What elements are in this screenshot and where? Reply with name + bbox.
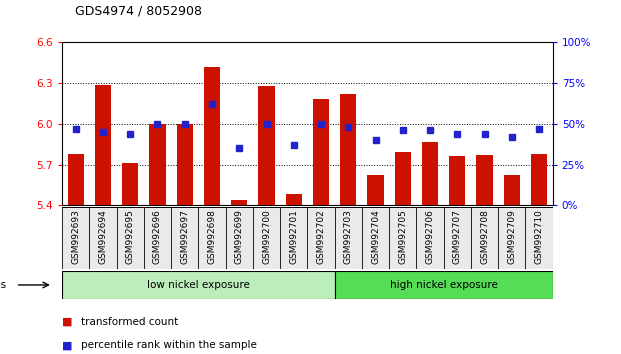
Text: GSM992708: GSM992708 bbox=[480, 209, 489, 264]
Text: GDS4974 / 8052908: GDS4974 / 8052908 bbox=[75, 5, 202, 18]
Bar bbox=[389, 207, 417, 269]
Text: GSM992697: GSM992697 bbox=[180, 209, 189, 264]
Bar bbox=[340, 94, 356, 205]
Bar bbox=[62, 207, 89, 269]
Bar bbox=[531, 154, 547, 205]
Bar bbox=[117, 207, 144, 269]
Bar bbox=[471, 207, 498, 269]
Bar bbox=[198, 207, 225, 269]
Text: GSM992699: GSM992699 bbox=[235, 209, 244, 264]
Bar bbox=[362, 207, 389, 269]
Text: high nickel exposure: high nickel exposure bbox=[390, 280, 497, 290]
Text: GSM992703: GSM992703 bbox=[344, 209, 353, 264]
Text: GSM992695: GSM992695 bbox=[125, 209, 135, 264]
Text: GSM992694: GSM992694 bbox=[99, 209, 107, 264]
Text: GSM992701: GSM992701 bbox=[289, 209, 298, 264]
Bar bbox=[307, 207, 335, 269]
Bar bbox=[449, 156, 466, 205]
Bar bbox=[313, 99, 329, 205]
Bar bbox=[171, 207, 198, 269]
Bar bbox=[68, 154, 84, 205]
Text: GSM992702: GSM992702 bbox=[317, 209, 325, 264]
Bar bbox=[62, 271, 335, 299]
Text: transformed count: transformed count bbox=[81, 317, 178, 327]
Bar bbox=[422, 142, 438, 205]
Bar bbox=[417, 207, 443, 269]
Bar bbox=[122, 163, 138, 205]
Bar bbox=[335, 271, 553, 299]
Text: GSM992704: GSM992704 bbox=[371, 209, 380, 264]
Bar bbox=[443, 207, 471, 269]
Text: GSM992710: GSM992710 bbox=[535, 209, 543, 264]
Bar bbox=[368, 176, 384, 205]
Bar bbox=[231, 200, 247, 205]
Text: low nickel exposure: low nickel exposure bbox=[147, 280, 250, 290]
Text: ■: ■ bbox=[62, 340, 73, 350]
Text: GSM992696: GSM992696 bbox=[153, 209, 162, 264]
Bar bbox=[476, 155, 492, 205]
Bar bbox=[525, 207, 553, 269]
Bar bbox=[89, 207, 117, 269]
Bar bbox=[176, 124, 193, 205]
Bar bbox=[95, 85, 111, 205]
Bar bbox=[144, 207, 171, 269]
Text: stress: stress bbox=[0, 280, 6, 290]
Bar bbox=[280, 207, 307, 269]
Text: GSM992706: GSM992706 bbox=[425, 209, 435, 264]
Text: GSM992700: GSM992700 bbox=[262, 209, 271, 264]
Bar bbox=[498, 207, 525, 269]
Text: percentile rank within the sample: percentile rank within the sample bbox=[81, 340, 256, 350]
Text: GSM992709: GSM992709 bbox=[507, 209, 516, 264]
Text: GSM992693: GSM992693 bbox=[71, 209, 80, 264]
Text: GSM992705: GSM992705 bbox=[398, 209, 407, 264]
Bar bbox=[286, 194, 302, 205]
Bar bbox=[394, 153, 411, 205]
Text: ■: ■ bbox=[62, 317, 73, 327]
Bar bbox=[504, 176, 520, 205]
Bar bbox=[204, 67, 220, 205]
Bar bbox=[258, 86, 274, 205]
Bar bbox=[335, 207, 362, 269]
Bar bbox=[149, 124, 166, 205]
Bar bbox=[225, 207, 253, 269]
Text: GSM992698: GSM992698 bbox=[207, 209, 217, 264]
Text: GSM992707: GSM992707 bbox=[453, 209, 462, 264]
Bar bbox=[253, 207, 280, 269]
